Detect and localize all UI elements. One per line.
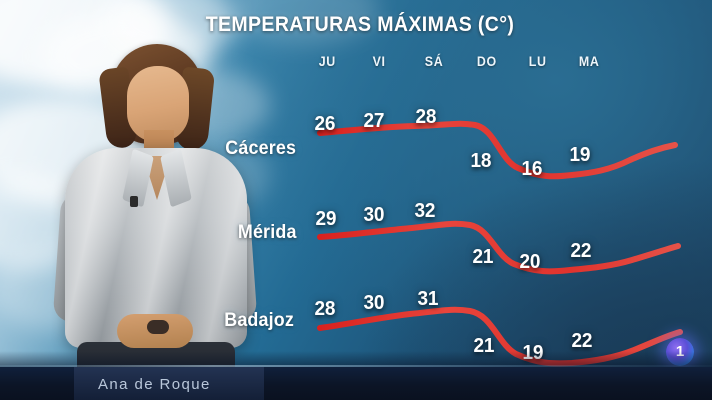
temp-value: 22 [571, 330, 593, 352]
page-title: TEMPERATURAS MÁXIMAS (C°) [205, 13, 515, 36]
presenter-face [127, 66, 189, 142]
presenter-name-plate [74, 367, 264, 400]
temp-value: 19 [569, 144, 591, 166]
temperature-curve-merida [317, 220, 681, 275]
temp-value: 28 [415, 106, 437, 128]
temp-value: 18 [470, 150, 492, 172]
day-label-ma: MA [578, 54, 600, 69]
temp-value: 27 [363, 110, 385, 132]
temp-value: 16 [521, 158, 543, 180]
lapel-microphone-icon [130, 196, 138, 207]
temp-value: 30 [363, 204, 385, 226]
forecast-row-caceres: Cáceres 26 27 28 18 16 19 [0, 100, 712, 200]
presenter-name: Ana de Roque [98, 376, 211, 393]
temp-value: 29 [315, 208, 337, 230]
temp-value: 28 [314, 298, 336, 320]
temp-value: 30 [363, 292, 385, 314]
city-label-caceres: Cáceres [225, 138, 297, 159]
day-label-lu: LU [528, 54, 547, 69]
temp-value: 22 [570, 240, 592, 262]
day-header-row: JU VI SÁ DO LU MA [318, 54, 608, 74]
city-label-merida: Mérida [237, 222, 297, 243]
lower-third-bar [0, 365, 712, 400]
forecast-row-merida: Mérida 29 30 32 21 20 22 [0, 190, 712, 290]
temp-value: 26 [314, 113, 336, 135]
lower-third-shadow [0, 351, 712, 367]
day-label-ju: JU [318, 54, 336, 69]
temp-value: 31 [417, 288, 439, 310]
temp-value: 32 [414, 200, 436, 222]
presenter-held-object [147, 320, 169, 334]
day-label-sa: SÁ [424, 54, 444, 69]
temp-value: 21 [472, 246, 494, 268]
temp-value: 20 [519, 251, 541, 273]
day-label-do: DO [476, 54, 497, 69]
temperature-curve-caceres [317, 120, 678, 180]
city-label-badajoz: Badajoz [224, 310, 295, 331]
day-label-vi: VI [372, 54, 386, 69]
